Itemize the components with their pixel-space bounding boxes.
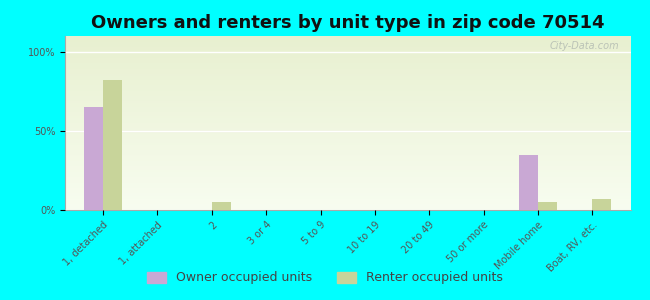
Bar (212, 202, 231, 210)
Text: City-Data.com: City-Data.com (549, 41, 619, 51)
Legend: Owner occupied units, Renter occupied units: Owner occupied units, Renter occupied un… (141, 265, 509, 291)
Bar (538, 202, 557, 210)
Bar (519, 154, 538, 210)
Bar (103, 80, 122, 210)
Title: Owners and renters by unit type in zip code 70514: Owners and renters by unit type in zip c… (91, 14, 604, 32)
Bar (592, 199, 612, 210)
Bar (84, 107, 103, 210)
